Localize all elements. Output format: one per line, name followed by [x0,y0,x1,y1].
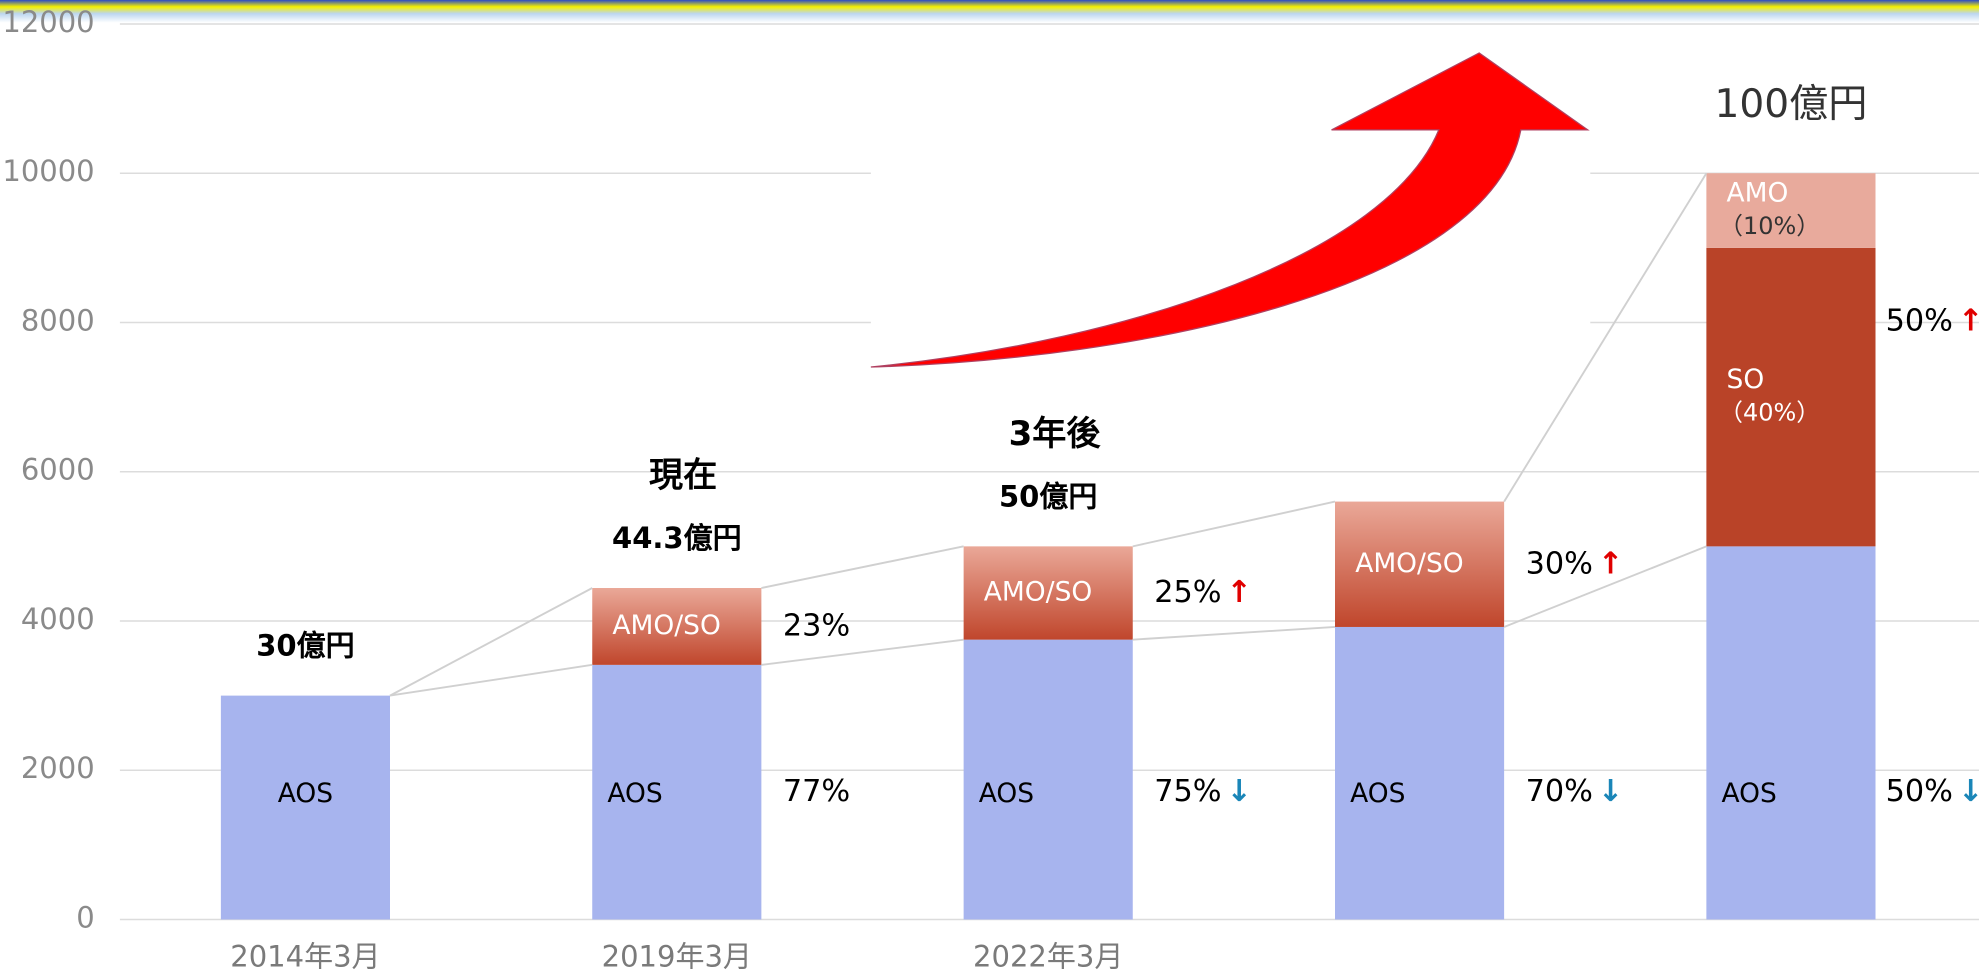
connector [389,663,593,697]
x-tick-label: 2019年3月 [602,940,752,974]
y-tick-label: 4000 [21,602,95,636]
connector [1503,172,1708,503]
share-text: 50% [1886,774,1953,809]
share-label: 77% [783,774,850,809]
y-tick-label: 2000 [21,751,95,785]
segment-label: AMO/SO [984,577,1092,608]
segment-label: AOS [278,778,333,809]
bar-segment [1335,501,1505,627]
bar-segment [220,695,390,920]
total-label: 100億円 [1714,82,1867,127]
share-label: 50%↑ [1886,303,1979,338]
total-label: 30億円 [256,629,354,663]
share-label: 70% ↓ [1526,774,1624,809]
bar-segment [963,546,1133,640]
segment-label: AMO/SO [612,610,720,641]
bar-segment [1706,173,1876,248]
total-label: 44.3億円 [612,521,742,555]
share-text: 30% [1526,546,1593,581]
y-tick-label: 10000 [2,154,94,188]
bar-segment [592,588,762,665]
segment-label: AOS [607,778,662,809]
bar-segment [1706,546,1876,920]
share-arrow: ↓ [1958,774,1979,809]
share-label: 30% ↑ [1526,546,1624,581]
segment-label: AOS [979,778,1034,809]
share-text: 77% [783,774,850,809]
share-text: 23% [783,608,850,643]
share-text: 70% [1526,774,1593,809]
share-label: 25% ↑ [1154,575,1252,610]
share-arrow: ↑ [1227,575,1252,610]
x-tick-label: 2014年3月 [230,940,380,974]
y-tick-label: 6000 [21,453,95,487]
segment-label: AMO [1727,178,1789,209]
bar-segment [1706,247,1876,547]
segment-note: （40%） [1719,399,1820,427]
share-arrow: ↓ [1598,774,1623,809]
share-arrow: ↑ [1598,546,1623,581]
share-label: 75% ↓ [1154,774,1252,809]
bar-segment [1335,626,1505,920]
period-label: 現在 [649,456,717,496]
bar-segment [592,664,762,920]
top-band [0,0,1979,23]
total-label: 50億円 [999,479,1097,513]
y-tick-label: 12000 [2,5,94,39]
y-tick-label: 8000 [21,303,95,337]
share-arrow: ↓ [1227,774,1252,809]
growth-arrow [870,52,1590,368]
connector [1132,626,1336,641]
segment-label: SO [1727,364,1765,395]
share-label: 50%↓ [1886,774,1979,809]
x-tick-label: 2022年3月 [973,940,1123,974]
connector [761,638,964,666]
y-tick-label: 0 [76,901,94,935]
segment-label: AOS [1722,778,1777,809]
connector [389,587,593,697]
share-arrow: ↑ [1958,303,1979,338]
connector [1132,500,1336,548]
share-text: 25% [1154,575,1221,610]
share-label: 23% [783,608,850,643]
share-text: 75% [1154,774,1221,809]
bar-segment [963,639,1133,920]
connector [1503,545,1707,628]
connector [761,545,964,589]
segment-label: AMO/SO [1355,548,1463,579]
segment-label: AOS [1350,778,1405,809]
period-label: 3年後 [1009,414,1102,454]
segment-note: （10%） [1719,212,1820,240]
share-text: 50% [1886,303,1953,338]
